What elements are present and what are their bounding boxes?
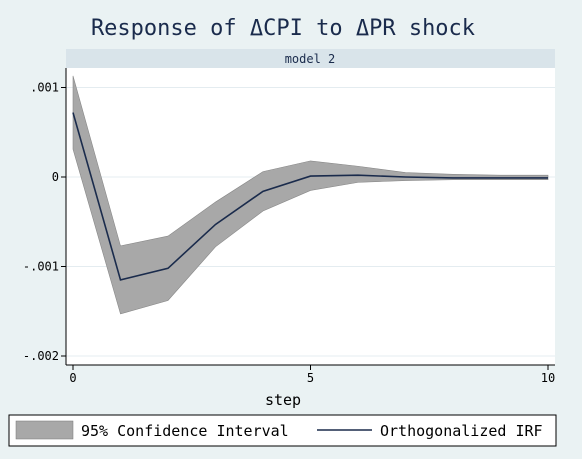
chart-title: Response of ΔCPI to ΔPR shock xyxy=(91,16,475,41)
plot-area xyxy=(66,68,555,365)
legend-label-band: 95% Confidence Interval xyxy=(81,422,289,440)
x-tick-label: 0 xyxy=(69,371,76,385)
chart-subtitle: model 2 xyxy=(285,52,336,66)
x-axis-title: step xyxy=(265,391,301,409)
legend-swatch-band xyxy=(16,421,73,439)
x-tick-label: 10 xyxy=(541,371,555,385)
y-tick-label: 0 xyxy=(52,170,59,184)
legend: 95% Confidence Interval Orthogonalized I… xyxy=(9,415,556,446)
y-tick-label: -.001 xyxy=(23,260,59,274)
y-tick-label: -.002 xyxy=(23,349,59,363)
legend-label-line: Orthogonalized IRF xyxy=(380,422,543,440)
x-tick-label: 5 xyxy=(307,371,314,385)
y-tick-label: .001 xyxy=(30,81,59,95)
